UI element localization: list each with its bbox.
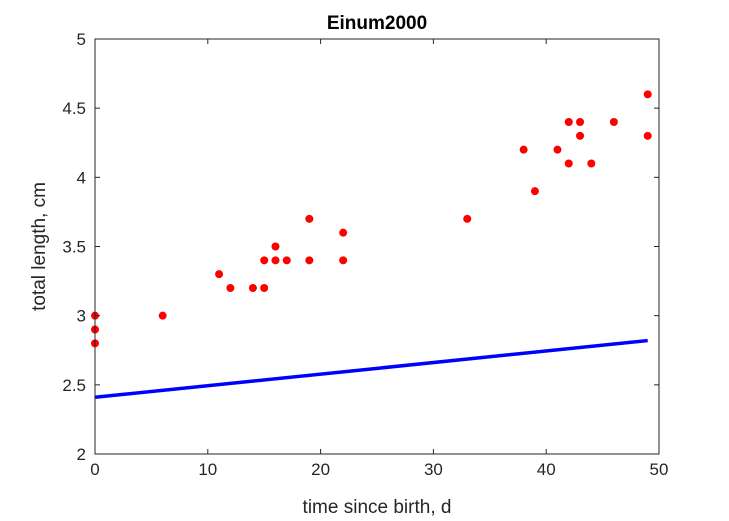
data-point (305, 214, 314, 223)
data-point (260, 256, 269, 265)
y-tick-label: 4.5 (62, 99, 86, 118)
data-point (530, 187, 539, 196)
x-tick-label: 10 (198, 460, 217, 479)
x-tick-label: 20 (311, 460, 330, 479)
x-tick-label: 0 (90, 460, 99, 479)
y-tick-label: 5 (77, 30, 86, 49)
data-point (564, 159, 573, 168)
data-point (564, 118, 573, 126)
y-tick-label: 2.5 (62, 376, 86, 395)
data-point (305, 256, 314, 265)
x-tick-label: 50 (650, 460, 669, 479)
data-point (271, 242, 280, 251)
lines-layer (94, 338, 648, 400)
y-tick-label: 3 (77, 307, 86, 326)
x-axis-label: time since birth, d (303, 497, 452, 518)
data-point (553, 145, 562, 154)
y-axis-label: total length, cm (29, 182, 50, 311)
data-point (643, 90, 652, 99)
y-tick-label: 2 (77, 445, 86, 464)
ticks-layer: 0 10 20 30 40 50 2 2.5 3 3.5 4 4.5 5 (62, 30, 668, 479)
fit-line (94, 338, 648, 400)
chart-title: Einum2000 (327, 13, 427, 34)
y-tick-label: 3.5 (62, 238, 86, 257)
data-point (339, 256, 348, 265)
data-point (248, 284, 257, 292)
data-point (587, 159, 596, 168)
y-tick-label: 4 (77, 168, 86, 187)
data-point (282, 256, 291, 265)
plot-area (95, 39, 659, 454)
data-point (158, 311, 167, 320)
x-tick-label: 40 (537, 460, 556, 479)
data-point (643, 131, 652, 140)
data-point (339, 228, 348, 237)
data-point (260, 284, 269, 292)
data-point (576, 118, 585, 126)
data-point (215, 270, 224, 279)
data-point (463, 214, 472, 223)
data-point (609, 118, 618, 126)
data-point (576, 131, 585, 140)
x-tick-label: 30 (424, 460, 443, 479)
data-point (519, 145, 528, 154)
data-point (226, 284, 235, 292)
data-point (271, 256, 280, 265)
points-layer (91, 90, 652, 348)
